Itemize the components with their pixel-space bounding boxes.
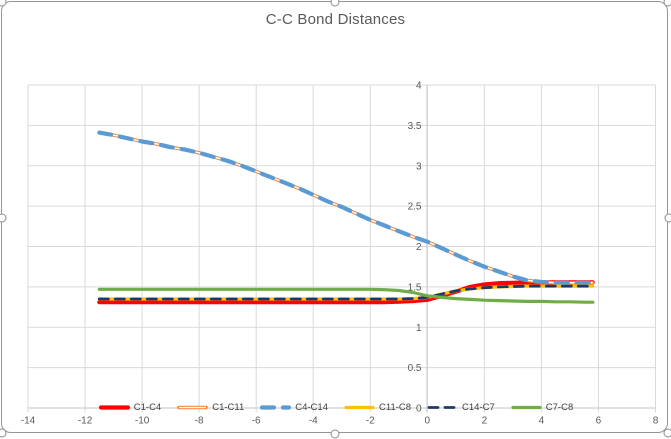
selection-handle-bottom-right[interactable] (664, 429, 671, 438)
legend-item-c4-c14[interactable]: C4-C14 (259, 402, 328, 413)
y-tick-label[interactable]: 2 (416, 242, 422, 253)
y-tick-label[interactable]: 2.5 (408, 202, 422, 213)
y-tick-label[interactable]: 1 (416, 323, 422, 334)
legend-label: C7-C8 (546, 402, 573, 413)
selection-handle-bottom-left[interactable] (0, 429, 7, 438)
y-tick-label[interactable]: 3 (416, 161, 422, 172)
series-line-c4-c14[interactable] (99, 133, 593, 283)
selection-handle-bottom-center[interactable] (331, 430, 340, 439)
legend-item-c14-c7[interactable]: C14-C7 (426, 402, 495, 413)
selection-handle-top-right[interactable] (664, 0, 671, 7)
x-tick-label[interactable]: -4 (309, 416, 318, 427)
legend-label: C4-C14 (295, 402, 328, 413)
x-tick-label[interactable]: 8 (653, 416, 659, 427)
legend-marker-c1-c4 (98, 403, 131, 412)
legend-marker-c4-c14 (259, 403, 292, 412)
legend-item-c1-c4[interactable]: C1-C4 (98, 402, 161, 413)
legend-marker-c14-c7 (426, 403, 459, 412)
legend-label: C1-C4 (134, 402, 161, 413)
x-tick-label[interactable]: 4 (539, 416, 545, 427)
y-tick-label[interactable]: 3.5 (408, 121, 422, 132)
x-tick-label[interactable]: -8 (195, 416, 204, 427)
x-tick-label[interactable]: -6 (252, 416, 261, 427)
legend-item-c11-c8[interactable]: C11-C8 (343, 402, 411, 413)
x-tick-label[interactable]: -10 (135, 416, 150, 427)
x-tick-label[interactable]: 0 (425, 416, 431, 427)
legend-marker-c11-c8 (343, 403, 376, 412)
y-tick-label[interactable]: 0 (416, 404, 422, 415)
legend-label: C11-C8 (379, 402, 411, 413)
legend-item-c7-c8[interactable]: C7-C8 (510, 402, 573, 413)
legend-label: C1-C11 (212, 402, 244, 413)
x-tick-label[interactable]: -12 (78, 416, 93, 427)
legend-marker-c7-c8 (510, 403, 543, 412)
x-tick-label[interactable]: -14 (21, 416, 36, 427)
legend-label: C14-C7 (462, 402, 495, 413)
legend-item-c1-c11[interactable]: C1-C11 (176, 402, 244, 413)
x-tick-label[interactable]: -2 (366, 416, 375, 427)
y-tick-label[interactable]: 4 (416, 81, 422, 92)
x-tick-label[interactable]: 6 (596, 416, 602, 427)
legend-marker-c1-c11 (176, 403, 209, 412)
y-tick-label[interactable]: 0.5 (408, 363, 422, 374)
x-tick-label[interactable]: 2 (482, 416, 488, 427)
selection-handle-mid-right[interactable] (664, 214, 671, 223)
